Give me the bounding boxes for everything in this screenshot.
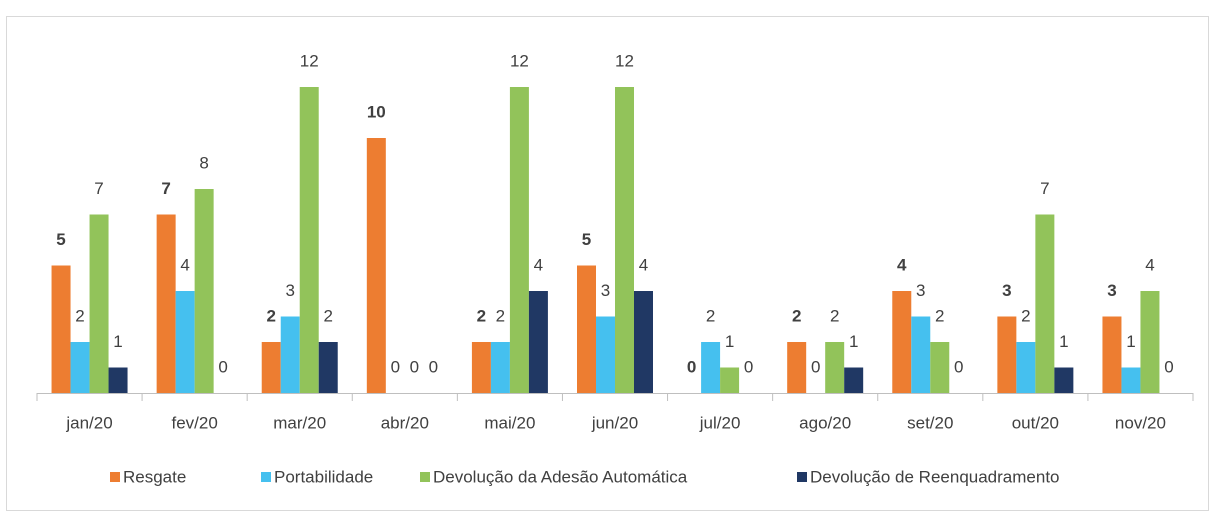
data-label: 3 [1107, 281, 1116, 300]
bar [108, 367, 128, 393]
bar [1035, 214, 1055, 393]
data-label: 0 [429, 357, 438, 376]
legend-label: Devolução de Reenquadramento [810, 467, 1060, 486]
bar [51, 265, 71, 393]
bar [366, 138, 386, 393]
bar [1054, 367, 1074, 393]
data-label: 7 [161, 179, 170, 198]
data-label: 0 [811, 357, 820, 376]
x-tick-label: out/20 [1012, 413, 1059, 432]
data-label: 3 [285, 281, 294, 300]
bar [89, 214, 109, 393]
data-label: 0 [687, 357, 696, 376]
data-label: 5 [56, 230, 65, 249]
bar [997, 316, 1017, 393]
data-label: 7 [1040, 179, 1049, 198]
x-tick-label: nov/20 [1115, 413, 1166, 432]
data-label: 0 [744, 357, 753, 376]
bar [844, 367, 864, 393]
x-tick-label: jun/20 [591, 413, 638, 432]
bar [1102, 316, 1122, 393]
data-label: 12 [615, 51, 634, 70]
data-label: 2 [830, 306, 839, 325]
legend-swatch [110, 472, 120, 482]
data-label: 1 [113, 332, 122, 351]
bar [471, 342, 491, 393]
bar [299, 87, 319, 393]
bar [634, 291, 653, 393]
bar [701, 342, 721, 393]
bar [318, 342, 338, 393]
data-label: 3 [916, 281, 925, 300]
data-label: 4 [639, 255, 648, 274]
data-label: 2 [1021, 306, 1030, 325]
bar [720, 367, 740, 393]
x-tick-label: fev/20 [171, 413, 217, 432]
legend-swatch [797, 472, 807, 482]
data-label: 2 [496, 306, 505, 325]
data-label: 4 [1145, 255, 1154, 274]
data-label: 5 [582, 230, 591, 249]
x-tick-label: ago/20 [799, 413, 851, 432]
bar [490, 342, 510, 393]
legend-label: Resgate [123, 467, 186, 486]
data-label: 0 [218, 357, 227, 376]
x-tick-label: jan/20 [65, 413, 112, 432]
bar [70, 342, 90, 393]
bar [787, 342, 807, 393]
legend-swatch [261, 472, 271, 482]
data-label: 2 [477, 306, 486, 325]
data-label: 1 [1126, 332, 1135, 351]
bar [509, 87, 529, 393]
legend-label: Portabilidade [274, 467, 373, 486]
bar [194, 189, 214, 393]
x-tick-label: mai/20 [484, 413, 535, 432]
data-label: 7 [94, 179, 103, 198]
data-label: 12 [510, 51, 529, 70]
data-label: 1 [725, 332, 734, 351]
x-tick-label: mar/20 [273, 413, 326, 432]
x-tick-label: jul/20 [699, 413, 741, 432]
data-label: 4 [897, 255, 907, 274]
legend-label: Devolução da Adesão Automática [433, 467, 688, 486]
bar [156, 214, 176, 393]
x-tick-label: set/20 [907, 413, 953, 432]
data-label: 4 [534, 255, 543, 274]
data-label: 8 [199, 153, 208, 172]
bar [825, 342, 845, 393]
data-label: 12 [300, 51, 319, 70]
bar [1016, 342, 1036, 393]
bar [528, 291, 548, 393]
data-label: 0 [1164, 357, 1173, 376]
bar [1140, 291, 1160, 393]
data-label: 2 [706, 306, 715, 325]
data-label: 10 [367, 102, 386, 121]
data-label: 0 [410, 357, 419, 376]
legend-swatch [420, 472, 430, 482]
data-label: 1 [1059, 332, 1068, 351]
bar [175, 291, 195, 393]
data-label: 3 [601, 281, 610, 300]
x-tick-label: abr/20 [381, 413, 429, 432]
data-label: 2 [935, 306, 944, 325]
bar [596, 316, 615, 393]
data-label: 2 [792, 306, 801, 325]
data-label: 0 [391, 357, 400, 376]
bar [261, 342, 281, 393]
data-label: 1 [849, 332, 858, 351]
data-label: 2 [323, 306, 332, 325]
bar [577, 265, 596, 393]
bar [615, 87, 634, 393]
data-label: 0 [954, 357, 963, 376]
bar [930, 342, 950, 393]
bar [1121, 367, 1141, 393]
data-label: 4 [180, 255, 189, 274]
bar [280, 316, 300, 393]
data-label: 3 [1002, 281, 1011, 300]
bar [911, 316, 931, 393]
data-label: 2 [75, 306, 84, 325]
bar [892, 291, 912, 393]
data-label: 2 [266, 306, 275, 325]
